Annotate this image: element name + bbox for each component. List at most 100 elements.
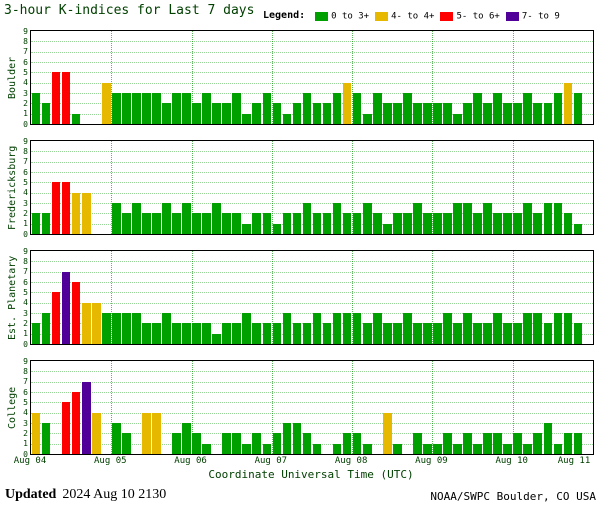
station-label-fredericksburg: Fredericksburg — [7, 145, 18, 230]
k-index-bar — [352, 313, 362, 344]
k-index-bar — [423, 213, 432, 234]
k-index-bar — [403, 93, 412, 124]
k-index-bar — [51, 182, 61, 234]
k-index-bar — [573, 93, 583, 124]
k-index-bar — [413, 203, 422, 234]
k-index-bar — [132, 203, 141, 234]
y-tick-label: 8 — [23, 36, 28, 46]
k-index-bar — [423, 323, 432, 344]
k-index-bar — [242, 443, 252, 454]
k-index-bar — [71, 192, 81, 234]
k-index-bar — [453, 203, 462, 234]
k-index-bar — [453, 113, 462, 124]
grid-hline — [31, 371, 593, 373]
k-index-bar — [433, 323, 442, 344]
y-tick-label: 5 — [23, 397, 28, 407]
k-index-bar — [332, 443, 342, 454]
legend-swatch-red — [440, 12, 454, 21]
k-index-bar — [342, 82, 352, 124]
k-index-bar — [111, 423, 121, 454]
k-index-bar — [152, 213, 161, 234]
y-tick-label: 2 — [23, 98, 28, 108]
k-index-bar — [533, 103, 543, 124]
k-index-bar — [372, 93, 382, 124]
station-label-est-planetary: Est. Planetary — [7, 255, 18, 340]
k-index-bar — [272, 223, 282, 234]
k-index-bar — [463, 313, 472, 344]
k-index-bar — [71, 392, 81, 454]
station-label-college: College — [7, 386, 18, 429]
k-index-bar — [132, 93, 141, 124]
k-index-bar — [453, 323, 462, 344]
k-index-bar — [162, 313, 171, 344]
grid-hline — [31, 103, 593, 105]
x-tick-label: Aug 11 — [557, 456, 591, 466]
k-index-bar — [513, 213, 523, 234]
k-index-bar — [352, 213, 362, 234]
k-index-bar — [493, 433, 502, 454]
k-index-bar — [41, 423, 51, 454]
grid-vline — [271, 251, 273, 344]
k-index-bar — [563, 313, 573, 344]
k-index-bar — [453, 443, 462, 454]
k-index-bar — [292, 323, 302, 344]
k-index-bar — [302, 433, 312, 454]
y-tick-label: 4 — [23, 188, 28, 198]
k-index-bar — [242, 313, 252, 344]
k-index-bar — [553, 313, 563, 344]
k-index-bar — [352, 433, 362, 454]
k-index-bar — [262, 213, 272, 234]
k-index-bar — [413, 323, 422, 344]
grid-vline — [191, 251, 193, 344]
k-index-bar — [543, 323, 553, 344]
k-index-bar — [503, 443, 512, 454]
grid-hline — [31, 41, 593, 43]
k-index-bar — [152, 412, 161, 454]
grid-hline — [31, 113, 593, 115]
y-tick-label: 7 — [23, 157, 28, 167]
x-tick-label: Aug 06 — [174, 456, 207, 466]
legend-item-label: 0 to 3+ — [331, 11, 370, 22]
x-tick-label: Aug 04 — [13, 456, 47, 466]
k-index-bar — [513, 323, 523, 344]
k-index-bar — [142, 412, 151, 454]
k-index-bar — [61, 402, 71, 454]
y-tick-label: 5 — [23, 177, 28, 187]
k-index-bar — [392, 213, 402, 234]
y-tick-label: 1 — [23, 109, 28, 119]
x-tick-label: Aug 05 — [94, 456, 127, 466]
grid-vline — [271, 141, 273, 234]
k-index-bar — [392, 103, 402, 124]
k-index-bar — [403, 213, 412, 234]
grid-hline — [31, 223, 593, 225]
y-tick-label: 6 — [23, 167, 28, 177]
k-index-bar — [292, 213, 302, 234]
k-index-bar — [172, 93, 181, 124]
k-index-bar — [172, 213, 181, 234]
k-index-bar — [172, 323, 181, 344]
k-index-bar — [563, 82, 573, 124]
k-index-bar — [553, 203, 563, 234]
grid-hline — [31, 51, 593, 53]
k-index-bar — [573, 323, 583, 344]
k-index-bar — [443, 213, 452, 234]
legend-label: Legend: — [263, 10, 306, 21]
k-index-bar — [443, 313, 452, 344]
grid-vline — [352, 361, 354, 454]
grid-vline — [432, 251, 434, 344]
grid-hline — [31, 443, 593, 445]
k-index-bar — [122, 213, 131, 234]
grid-vline — [111, 141, 113, 234]
k-index-bar — [352, 93, 362, 124]
y-tick-label: 9 — [23, 356, 28, 366]
grid-vline — [512, 251, 514, 344]
y-tick-label: 6 — [23, 277, 28, 287]
k-index-bar — [202, 443, 211, 454]
k-index-bar — [192, 103, 201, 124]
k-index-bar — [51, 72, 61, 124]
grid-vline — [191, 31, 193, 124]
k-index-bar — [202, 213, 211, 234]
k-index-bar — [553, 93, 563, 124]
grid-hline — [31, 161, 593, 163]
